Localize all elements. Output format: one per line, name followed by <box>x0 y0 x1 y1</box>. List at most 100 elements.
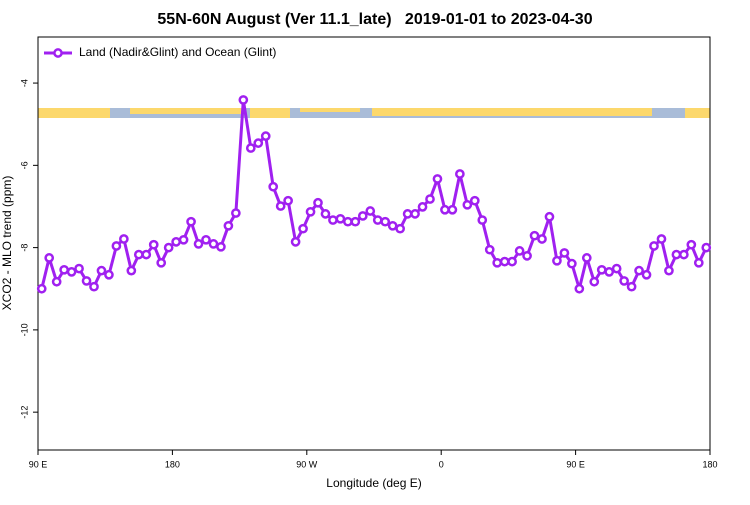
data-point <box>186 216 196 227</box>
data-point <box>507 256 517 267</box>
data-point <box>432 174 443 184</box>
data-point <box>387 220 398 231</box>
land <box>250 108 290 118</box>
data-point <box>552 255 562 266</box>
x-tick-label: 90 E <box>566 459 585 469</box>
data-point <box>119 234 129 244</box>
data-point <box>574 283 585 294</box>
data-point <box>604 267 615 277</box>
y-tick-label: -4 <box>19 79 29 87</box>
data-point <box>36 283 47 294</box>
x-tick-label: 0 <box>439 459 444 469</box>
land <box>685 108 710 118</box>
data-point <box>216 241 226 252</box>
data-point <box>686 239 697 250</box>
data-point <box>126 265 137 276</box>
data-point <box>298 223 308 234</box>
data-point <box>656 234 667 244</box>
data-point <box>641 269 652 280</box>
data-point <box>74 263 84 274</box>
data-point <box>469 195 480 206</box>
data-point <box>171 237 181 247</box>
data-point <box>89 281 99 292</box>
data-point <box>484 244 495 255</box>
y-tick-label: -10 <box>19 323 29 336</box>
data-point <box>320 209 331 219</box>
data-point <box>44 253 55 263</box>
data-point <box>529 230 540 241</box>
data-point <box>372 215 383 225</box>
data-point <box>66 267 77 277</box>
data-point <box>275 201 286 211</box>
data-point <box>649 241 659 251</box>
data-point <box>365 206 376 216</box>
data-point <box>245 143 256 153</box>
data-point <box>51 276 62 287</box>
data-point <box>701 242 712 253</box>
data-point <box>402 209 413 219</box>
data-point <box>619 276 629 286</box>
data-point <box>231 208 241 218</box>
y-axis-label: XCO2 - MLO trend (ppm) <box>0 176 14 311</box>
data-point <box>447 204 458 215</box>
data-point <box>634 265 644 276</box>
data-point <box>335 213 346 224</box>
data-point <box>148 239 159 250</box>
data-point <box>283 195 293 206</box>
legend-marker <box>53 48 63 58</box>
data-point <box>96 265 107 276</box>
data-point <box>514 246 525 256</box>
data-point <box>328 215 338 225</box>
data-point <box>380 216 391 227</box>
data-point <box>492 257 503 268</box>
data-point <box>111 241 122 251</box>
data-point <box>693 257 704 268</box>
data-point <box>440 204 450 215</box>
data-point <box>477 215 488 225</box>
data-point <box>664 265 674 276</box>
data-point <box>559 248 570 258</box>
data-point <box>163 242 174 253</box>
data-point <box>313 197 323 208</box>
x-tick-label: 90 E <box>29 459 48 469</box>
data-point <box>253 138 264 148</box>
land <box>130 108 242 114</box>
data-point <box>395 223 405 234</box>
data-point <box>208 239 219 249</box>
y-tick-label: -6 <box>19 161 29 169</box>
data-point <box>201 234 211 245</box>
data-point <box>417 202 428 212</box>
data-point <box>671 249 682 260</box>
map-strip <box>38 108 710 118</box>
data-point <box>522 250 532 261</box>
data-point <box>223 220 234 231</box>
land <box>300 108 360 112</box>
data-point <box>425 194 435 204</box>
data-point <box>455 169 465 179</box>
data-point <box>59 264 69 275</box>
x-axis-label: Longitude (deg E) <box>326 476 421 490</box>
data-point <box>193 239 204 249</box>
data-point <box>260 131 271 141</box>
data-point <box>305 206 316 217</box>
data-point <box>537 234 547 244</box>
data-point <box>133 249 144 260</box>
data-point <box>104 269 114 280</box>
data-point <box>81 276 92 286</box>
data-point <box>156 257 167 268</box>
data-point <box>679 249 689 260</box>
data-point <box>141 249 152 260</box>
x-tick-label: 180 <box>165 459 180 469</box>
data-point <box>410 209 420 219</box>
x-tick-label: 180 <box>702 459 717 469</box>
data-point <box>596 264 607 275</box>
data-point <box>462 199 473 210</box>
y-tick-label: -8 <box>19 244 29 252</box>
x-tick-label: 90 W <box>296 459 318 469</box>
land <box>38 108 110 118</box>
data-point <box>290 237 301 247</box>
data-point <box>343 216 353 227</box>
data-point <box>178 234 189 245</box>
